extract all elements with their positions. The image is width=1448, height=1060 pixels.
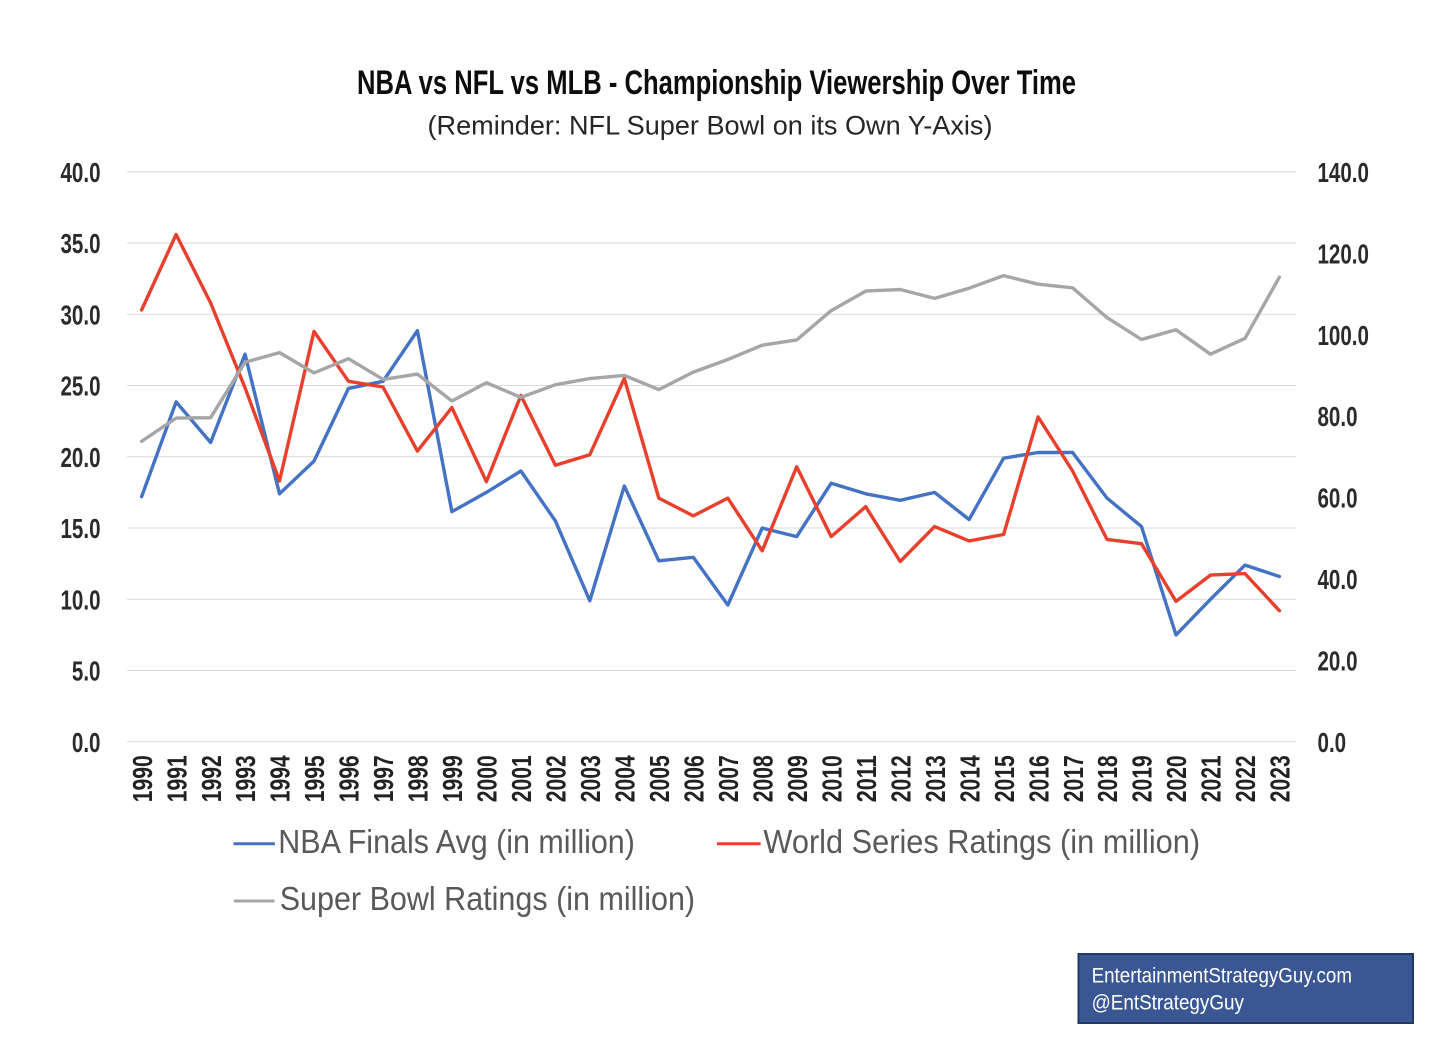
svg-text:10.0: 10.0: [61, 584, 101, 615]
svg-text:1991: 1991: [161, 755, 192, 802]
svg-text:NBA vs NFL vs MLB - Championsh: NBA vs NFL vs MLB - Championship Viewers…: [357, 64, 1076, 102]
svg-text:40.0: 40.0: [1318, 564, 1358, 595]
svg-text:2001: 2001: [506, 755, 537, 802]
svg-text:2021: 2021: [1196, 755, 1227, 802]
svg-text:2012: 2012: [885, 755, 916, 802]
svg-text:15.0: 15.0: [61, 513, 101, 544]
svg-text:80.0: 80.0: [1318, 401, 1358, 432]
svg-text:1992: 1992: [196, 755, 227, 802]
svg-text:EntertainmentStrategyGuy.com: EntertainmentStrategyGuy.com: [1092, 963, 1352, 987]
svg-text:2003: 2003: [575, 755, 606, 802]
svg-text:2017: 2017: [1058, 755, 1089, 802]
svg-text:2000: 2000: [472, 755, 503, 802]
svg-text:5.0: 5.0: [72, 656, 101, 687]
svg-text:2013: 2013: [920, 755, 951, 802]
svg-text:35.0: 35.0: [61, 228, 101, 259]
svg-text:1990: 1990: [127, 755, 158, 802]
svg-text:2008: 2008: [747, 755, 778, 802]
svg-text:30.0: 30.0: [61, 299, 101, 330]
svg-text:20.0: 20.0: [61, 442, 101, 473]
svg-text:1994: 1994: [265, 755, 296, 802]
svg-text:2005: 2005: [644, 755, 675, 802]
svg-text:2014: 2014: [954, 755, 985, 802]
svg-text:120.0: 120.0: [1318, 238, 1369, 269]
svg-text:Super Bowl Ratings (in million: Super Bowl Ratings (in million): [280, 880, 695, 917]
svg-text:2022: 2022: [1230, 755, 1261, 802]
svg-text:2023: 2023: [1265, 755, 1296, 802]
svg-text:1995: 1995: [299, 755, 330, 802]
svg-text:1999: 1999: [437, 755, 468, 802]
svg-text:20.0: 20.0: [1318, 646, 1358, 677]
svg-text:2015: 2015: [989, 755, 1020, 802]
svg-text:2016: 2016: [1023, 755, 1054, 802]
svg-text:2019: 2019: [1127, 755, 1158, 802]
svg-text:1997: 1997: [368, 755, 399, 802]
svg-text:2011: 2011: [851, 755, 882, 802]
svg-text:100.0: 100.0: [1318, 320, 1369, 351]
svg-text:@EntStrategyGuy: @EntStrategyGuy: [1092, 991, 1245, 1015]
svg-text:0.0: 0.0: [1318, 727, 1347, 758]
svg-text:2009: 2009: [782, 755, 813, 802]
svg-text:2002: 2002: [541, 755, 572, 802]
svg-text:1996: 1996: [334, 755, 365, 802]
svg-text:140.0: 140.0: [1318, 157, 1369, 188]
svg-text:1998: 1998: [403, 755, 434, 802]
svg-text:(Reminder: NFL Super Bowl on i: (Reminder: NFL Super Bowl on its Own Y-A…: [428, 110, 993, 140]
svg-text:NBA Finals Avg (in million): NBA Finals Avg (in million): [278, 823, 635, 860]
svg-text:0.0: 0.0: [72, 727, 101, 758]
svg-text:World Series Ratings (in milli: World Series Ratings (in million): [763, 823, 1200, 860]
svg-text:60.0: 60.0: [1318, 483, 1358, 514]
svg-text:25.0: 25.0: [61, 371, 101, 402]
svg-text:2006: 2006: [679, 755, 710, 802]
svg-text:1993: 1993: [230, 755, 261, 802]
svg-text:2007: 2007: [713, 755, 744, 802]
svg-text:2020: 2020: [1161, 755, 1192, 802]
svg-text:2004: 2004: [610, 755, 641, 802]
svg-text:40.0: 40.0: [61, 157, 101, 188]
svg-text:2010: 2010: [816, 755, 847, 802]
svg-text:2018: 2018: [1092, 755, 1123, 802]
